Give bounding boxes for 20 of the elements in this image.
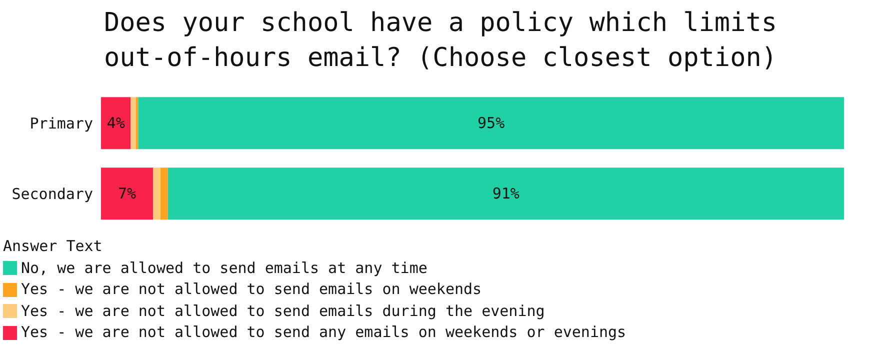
data-label: 91% xyxy=(492,184,520,203)
legend-label: Yes - we are not allowed to send any emails on weekends or evenings xyxy=(21,322,626,343)
legend-label: No, we are allowed to send emails at any time xyxy=(21,258,428,278)
bar xyxy=(101,97,131,150)
bar xyxy=(160,168,168,220)
bar xyxy=(130,97,136,150)
bar xyxy=(138,97,844,150)
legend-label: Yes - we are not allowed to send emails on weekends xyxy=(21,279,482,300)
data-label: 95% xyxy=(478,114,505,132)
bar xyxy=(101,168,154,220)
y-tick-label: Primary xyxy=(30,114,93,133)
y-tick-label: Secondary xyxy=(12,185,93,204)
bar xyxy=(168,168,844,220)
bar xyxy=(136,97,138,150)
bar xyxy=(153,168,160,220)
data-label: 7% xyxy=(118,184,136,203)
legend-label: Yes - we are not allowed to send emails during the evening xyxy=(21,300,545,322)
legend-title: Answer Text xyxy=(3,236,104,257)
data-label: 4% xyxy=(106,114,125,132)
chart-title: Does your school have a policy which limits out-of-hours email? (Choose closest option) xyxy=(102,7,778,75)
